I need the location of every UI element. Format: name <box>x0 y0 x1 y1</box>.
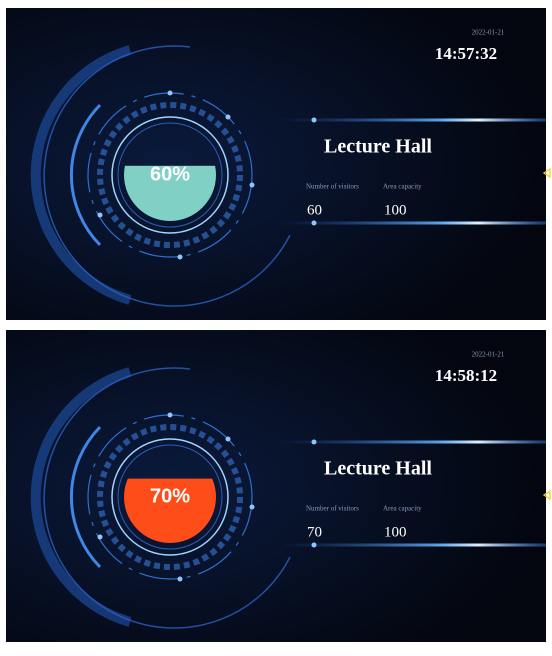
inner-arc <box>69 425 102 569</box>
ring <box>111 438 229 556</box>
dot <box>225 436 231 442</box>
visitors-label: Number of visitors <box>306 505 359 513</box>
dot <box>167 90 173 96</box>
outer-arc-thin <box>43 367 291 629</box>
ring <box>97 102 243 248</box>
outer-arc <box>30 367 132 627</box>
light-beam <box>276 221 546 225</box>
time: 14:57:32 <box>435 44 497 63</box>
inner-arc <box>69 103 102 247</box>
ring <box>97 424 243 570</box>
visitors-label: Number of visitors <box>306 183 359 191</box>
beam-dot <box>311 220 317 226</box>
ring <box>117 122 223 228</box>
visitors-value: 60 <box>307 202 322 218</box>
light-beam <box>276 440 546 444</box>
light-beam <box>276 543 546 547</box>
dot <box>225 114 231 120</box>
panel: 70% 2022-01-21 14:58:12 Lecture Hall Number … <box>6 330 551 642</box>
dot <box>249 182 255 188</box>
dot <box>177 254 183 260</box>
dot <box>97 534 103 540</box>
capacity-value: 100 <box>384 524 407 540</box>
indicator <box>542 167 551 179</box>
beam-dot <box>311 439 317 445</box>
dot <box>177 576 183 582</box>
date: 2022-01-21 <box>472 351 505 359</box>
indicator <box>542 489 551 501</box>
dot <box>97 212 103 218</box>
capacity-label: Area capacity <box>383 505 422 513</box>
date: 2022-01-21 <box>472 29 505 37</box>
outer-arc-thin <box>43 45 291 307</box>
visitors-value: 70 <box>307 524 322 540</box>
gauge-label: 60% <box>150 163 190 185</box>
hall-title: Lecture Hall <box>324 458 432 480</box>
beam-dot <box>311 542 317 548</box>
hall-title: Lecture Hall <box>324 136 432 158</box>
outer-arc <box>30 45 132 305</box>
gauge-label: 70% <box>150 485 190 507</box>
ring <box>111 116 229 234</box>
beam-dot <box>311 117 317 123</box>
light-beam <box>276 118 546 122</box>
capacity-value: 100 <box>384 202 407 218</box>
time: 14:58:12 <box>435 366 497 385</box>
panel: 60% 2022-01-21 14:57:32 Lecture Hall Number … <box>6 8 551 320</box>
dot <box>167 412 173 418</box>
ring <box>117 444 223 550</box>
capacity-label: Area capacity <box>383 183 422 191</box>
dot <box>249 504 255 510</box>
